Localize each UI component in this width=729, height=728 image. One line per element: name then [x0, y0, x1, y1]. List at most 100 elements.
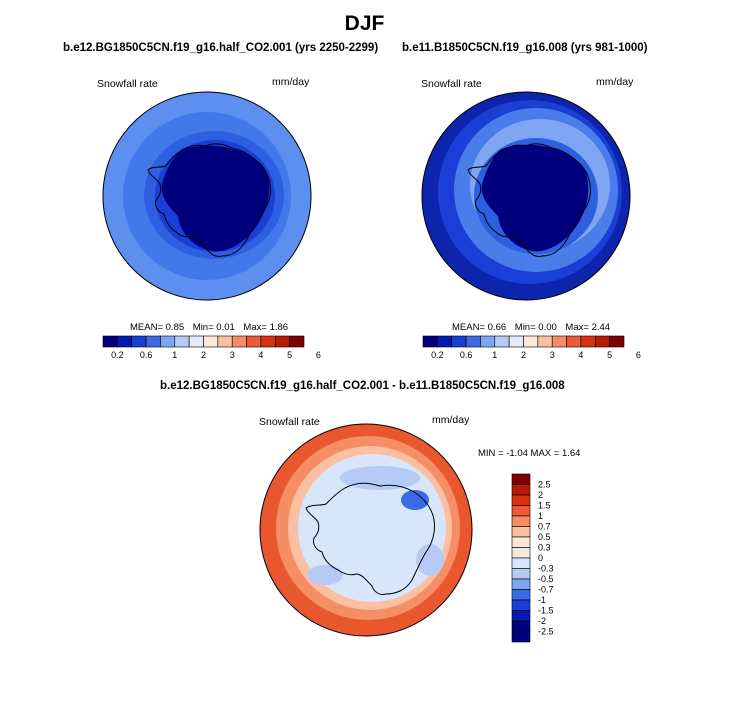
colorbar1-swatch	[274, 335, 290, 348]
colorbar3-label: 2	[538, 490, 543, 500]
panel2-stats: MEAN= 0.66 Min= 0.00 Max= 2.44	[452, 322, 610, 333]
colorbar3-label: -2.5	[538, 627, 554, 637]
colorbar2-tick: 0.2	[431, 350, 444, 360]
panel2-max-label: Max=	[565, 322, 589, 333]
colorbar3-swatch	[511, 631, 531, 643]
colorbar2-tick: 1	[492, 350, 497, 360]
panel2-mean-label: MEAN=	[452, 322, 485, 333]
panel2-max: 2.44	[591, 322, 611, 333]
panel3-variable: Snowfall rate	[259, 416, 320, 428]
colorbar-panel3: 2.521.510.70.50.30-0.3-0.5-0.7-1-1.5-2-2…	[511, 473, 554, 643]
colorbar1-swatch	[289, 335, 305, 348]
colorbar3-swatch	[511, 578, 531, 590]
panel1-max: 1.86	[269, 322, 289, 333]
map-panel2	[422, 92, 630, 300]
panel1-min-label: Min=	[192, 322, 214, 333]
colorbar3-swatch	[511, 505, 531, 517]
colorbar2-swatch	[437, 335, 453, 348]
map-panel3	[260, 424, 472, 636]
colorbar1-tick: 1	[172, 350, 177, 360]
colorbar3-label: 0.7	[538, 522, 551, 532]
panel2-min: 0.00	[538, 322, 557, 333]
colorbar3-label: -2	[538, 616, 546, 626]
panel3-units: mm/day	[432, 414, 470, 426]
panel2-variable: Snowfall rate	[421, 78, 482, 90]
panel2-min-label: Min=	[514, 322, 536, 333]
colorbar1-swatch	[217, 335, 233, 348]
colorbar1-swatch	[246, 335, 262, 348]
colorbar2-swatch	[494, 335, 510, 348]
colorbar2-swatch	[551, 335, 567, 348]
panel1-title: b.e12.BG1850C5CN.f19_g16.half_CO2.001 (y…	[63, 42, 379, 54]
colorbar2-swatch	[580, 335, 596, 348]
colorbar2-swatch	[422, 335, 438, 348]
colorbar3-label: 0	[538, 553, 543, 563]
colorbar2-swatch	[537, 335, 553, 348]
colorbar1-swatch	[231, 335, 247, 348]
colorbar3-swatch	[511, 473, 531, 485]
colorbar3-label: 0.3	[538, 543, 551, 553]
colorbar3-swatch	[511, 557, 531, 569]
colorbar-panel2: 0.2 0.6 1 2 3 4 5 6	[422, 335, 641, 360]
colorbar2-swatch	[480, 335, 496, 348]
colorbar1-swatch	[160, 335, 176, 348]
colorbar2-swatch	[523, 335, 539, 348]
panel1-stats: MEAN= 0.85 Min= 0.01 Max= 1.86	[130, 322, 288, 333]
colorbar3-swatch	[511, 568, 531, 580]
colorbar1-swatch	[260, 335, 276, 348]
antarctica-coastline-1	[147, 143, 271, 257]
colorbar2-tick: 4	[578, 350, 583, 360]
colorbar1-tick: 2	[201, 350, 206, 360]
antarctica-coastline-3	[305, 482, 435, 595]
antarctica-coastline-2	[467, 143, 591, 257]
colorbar2-swatch	[609, 335, 625, 348]
colorbar1-tick: 0.6	[140, 350, 153, 360]
panel1-min: 0.01	[216, 322, 235, 333]
colorbar3-swatch	[511, 494, 531, 506]
colorbar1-swatch	[131, 335, 147, 348]
colorbar3-label: 0.5	[538, 532, 551, 542]
colorbar2-swatch	[465, 335, 481, 348]
colorbar3-label: -0.7	[538, 585, 554, 595]
colorbar1-swatch	[145, 335, 161, 348]
colorbar3-swatch	[511, 620, 531, 632]
colorbar2-tick: 0.6	[460, 350, 473, 360]
colorbar-panel1: 0.2 0.6 1 2 3 4 5 6	[102, 335, 321, 360]
colorbar3-swatch	[511, 484, 531, 496]
colorbar2-tick: 5	[607, 350, 612, 360]
map-panel1	[103, 92, 311, 300]
colorbar1-tick: 0.2	[111, 350, 124, 360]
colorbar1-swatch	[188, 335, 204, 348]
colorbar3-label: -1.5	[538, 606, 554, 616]
panel2-units: mm/day	[596, 76, 634, 88]
colorbar1-swatch	[174, 335, 190, 348]
colorbar3-swatch	[511, 536, 531, 548]
colorbar3-swatch	[511, 515, 531, 527]
map-border-3	[259, 423, 473, 637]
colorbar3-label: -1	[538, 595, 546, 605]
colorbar3-label: 2.5	[538, 480, 551, 490]
panel1-variable: Snowfall rate	[97, 78, 158, 90]
panel1-mean-label: MEAN=	[130, 322, 163, 333]
colorbar1-swatch	[203, 335, 219, 348]
colorbar3-label: -0.3	[538, 564, 554, 574]
colorbar3-label: 1	[538, 511, 543, 521]
panel3-minmax: MIN = -1.04 MAX = 1.64	[478, 448, 581, 459]
colorbar3-swatch	[511, 526, 531, 538]
colorbar2-swatch	[594, 335, 610, 348]
colorbar1-swatch	[117, 335, 133, 348]
colorbar3-label: -0.5	[538, 574, 554, 584]
colorbar1-tick: 5	[287, 350, 292, 360]
colorbar3-swatch	[511, 589, 531, 601]
map-border-2	[421, 91, 631, 301]
colorbar1-swatch	[102, 335, 118, 348]
colorbar3-swatch	[511, 599, 531, 611]
colorbar1-tick: 4	[258, 350, 263, 360]
panel3-title: b.e12.BG1850C5CN.f19_g16.half_CO2.001 - …	[160, 380, 565, 392]
colorbar3-swatch	[511, 547, 531, 559]
colorbar2-tick: 2	[521, 350, 526, 360]
colorbar2-swatch	[508, 335, 524, 348]
colorbar2-swatch	[566, 335, 582, 348]
panel1-mean: 0.85	[165, 322, 185, 333]
